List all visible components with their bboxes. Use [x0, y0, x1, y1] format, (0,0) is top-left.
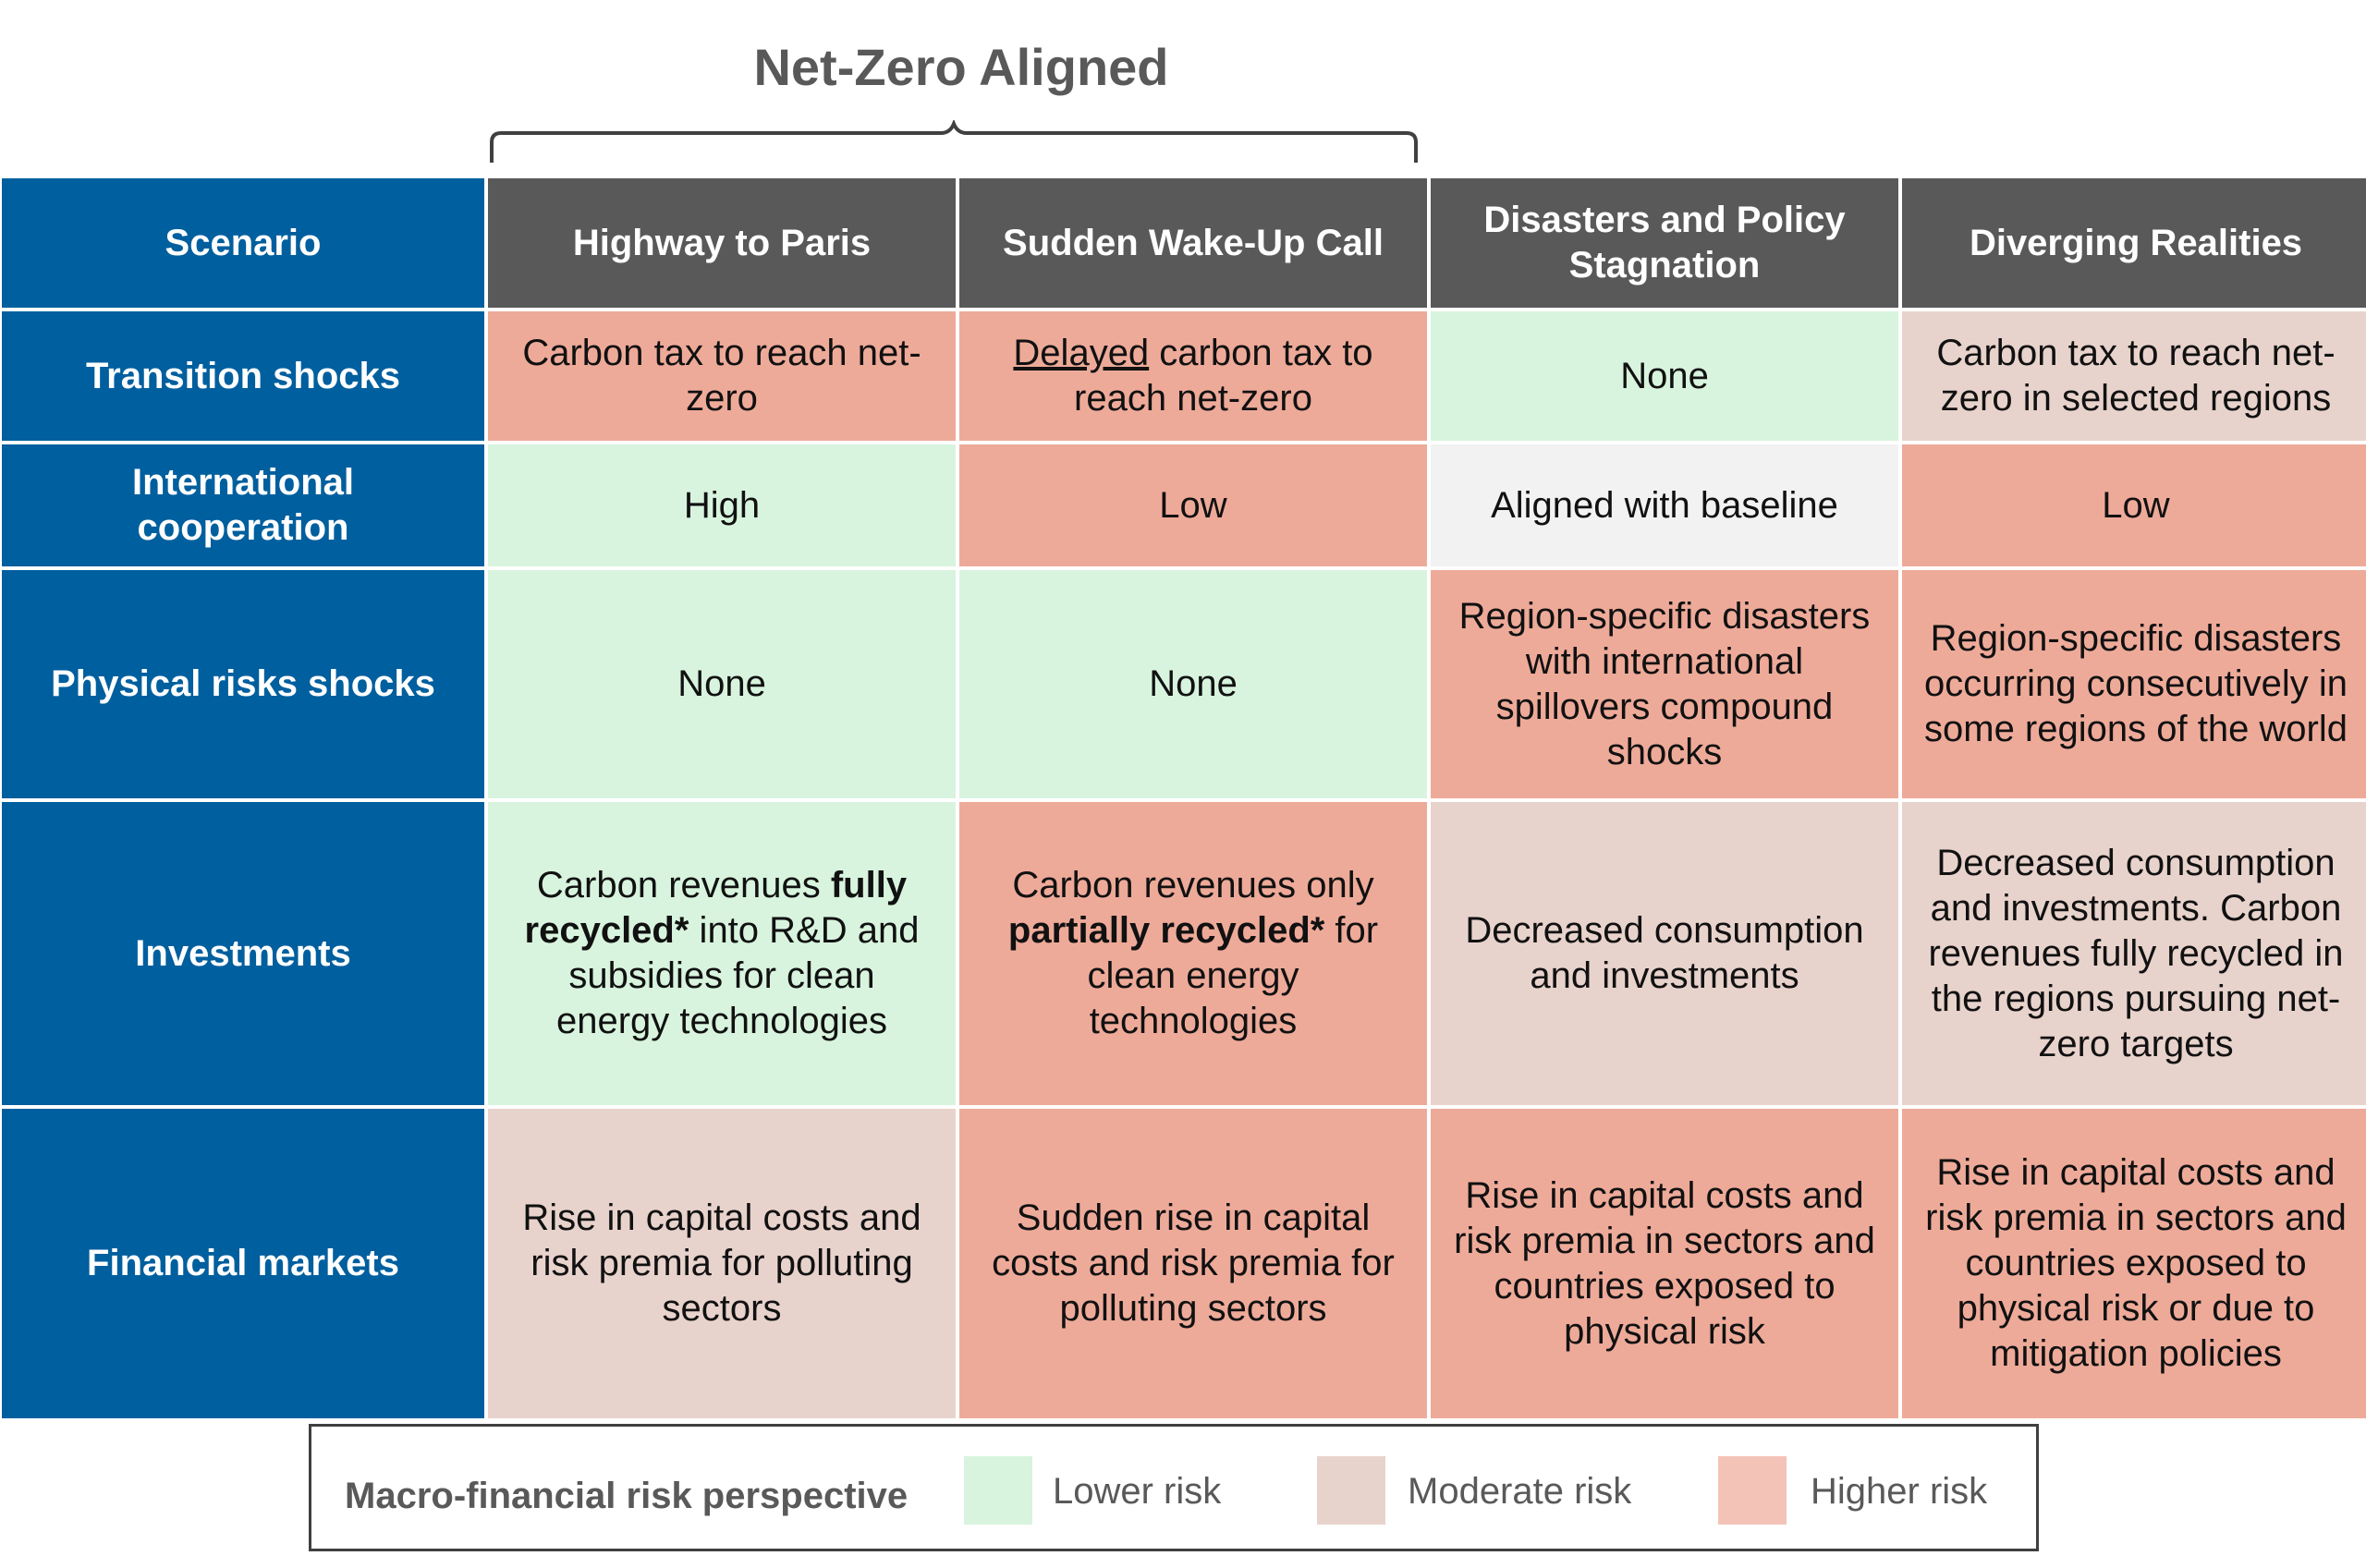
cell-text-part: for clean energy technologies	[1087, 910, 1379, 1041]
cell-text: Rise in capital costs and risk premia in…	[1925, 1152, 2347, 1374]
higher-risk-swatch	[1718, 1456, 1787, 1525]
row-header: Physical risks shocks	[2, 570, 484, 798]
scenario-table: Scenario Highway to Paris Sudden Wake-Up C…	[2, 178, 2366, 1418]
scenario-cell: Low	[959, 444, 1427, 566]
cell-text: Aligned with baseline	[1491, 484, 1838, 526]
scenario-cell: Rise in capital costs and risk premia in…	[1431, 1109, 1898, 1418]
cell-text: Decreased consumption and investments. C…	[1928, 842, 2344, 1064]
scenario-cell: Carbon tax to reach net-zero in selected…	[1902, 311, 2366, 441]
cell-text: Region-specific disasters occurring cons…	[1924, 618, 2348, 749]
higher-risk-label: Higher risk	[1811, 1471, 1988, 1512]
scenario-cell: Aligned with baseline	[1431, 444, 1898, 566]
net-zero-aligned-title: Net-Zero Aligned	[753, 38, 1169, 96]
scenario-cell: Low	[1902, 444, 2366, 566]
moderate-risk-swatch	[1317, 1456, 1385, 1525]
scenario-cell: Rise in capital costs and risk premia fo…	[488, 1109, 956, 1418]
scenario-cell: Carbon revenues only partially recycled*…	[959, 802, 1427, 1105]
net-zero-bracket	[490, 120, 1418, 163]
cell-text: Carbon tax to reach net-zero in selected…	[1936, 333, 2336, 419]
scenario-column-header: Sudden Wake-Up Call	[959, 178, 1427, 308]
cell-text: None	[677, 663, 766, 704]
scenario-column-header: Disasters and Policy Stagnation	[1431, 178, 1898, 308]
cell-text: Rise in capital costs and risk premia in…	[1454, 1174, 1875, 1352]
row-header: Investments	[2, 802, 484, 1105]
cell-text-part: Carbon revenues	[536, 865, 831, 906]
scenario-cell: None	[959, 570, 1427, 798]
scenario-cell: None	[488, 570, 956, 798]
scenario-cell: None	[1431, 311, 1898, 441]
scenario-cell: Carbon revenues fully recycled* into R&D…	[488, 802, 956, 1105]
cell-text: Carbon tax to reach net-zero	[522, 333, 921, 419]
cell-text: Decreased consumption and investments	[1465, 910, 1864, 996]
cell-text-underlined: Delayed	[1013, 333, 1150, 373]
cell-text: None	[1149, 663, 1238, 704]
cell-text: Low	[2102, 484, 2170, 526]
cell-text: High	[683, 484, 761, 526]
scenario-column-header: Highway to Paris	[488, 178, 956, 308]
cell-text-emphasis: partially recycled*	[1007, 910, 1325, 951]
cell-text: Sudden rise in capital costs and risk pr…	[992, 1197, 1395, 1329]
cell-text: Carbon revenues fully recycled* into R&D…	[510, 863, 933, 1044]
row-header: International cooperation	[2, 444, 484, 566]
cell-text-part: carbon tax to reach net-zero	[1074, 333, 1373, 419]
row-header: Transition shocks	[2, 311, 484, 441]
cell-text: None	[1620, 355, 1709, 396]
scenario-cell: High	[488, 444, 956, 566]
cell-text: Rise in capital costs and risk premia fo…	[522, 1197, 921, 1329]
scenario-cell: Carbon tax to reach net-zero	[488, 311, 956, 441]
scenario-column-header: Diverging Realities	[1902, 178, 2366, 308]
scenario-cell: Region-specific disasters with internati…	[1431, 570, 1898, 798]
risk-legend: Macro-financial risk perspective Lower r…	[309, 1424, 2039, 1551]
cell-text: Delayed carbon tax to reach net-zero	[982, 331, 1405, 421]
cell-text: Carbon revenues only partially recycled*…	[982, 863, 1405, 1044]
scenario-cell: Delayed carbon tax to reach net-zero	[959, 311, 1427, 441]
scenario-header-cell: Scenario	[2, 178, 484, 308]
cell-text: Low	[1159, 484, 1227, 526]
moderate-risk-label: Moderate risk	[1408, 1471, 1632, 1512]
lower-risk-swatch	[964, 1456, 1032, 1525]
scenario-cell: Decreased consumption and investments. C…	[1902, 802, 2366, 1105]
cell-text-part: Carbon revenues only	[1012, 865, 1374, 906]
lower-risk-label: Lower risk	[1053, 1471, 1222, 1512]
cell-text-part: into R&D and subsidies for clean energy …	[555, 910, 920, 1041]
scenario-cell: Sudden rise in capital costs and risk pr…	[959, 1109, 1427, 1418]
scenario-cell: Region-specific disasters occurring cons…	[1902, 570, 2366, 798]
legend-title: Macro-financial risk perspective	[345, 1476, 909, 1516]
scenario-cell: Rise in capital costs and risk premia in…	[1902, 1109, 2366, 1418]
scenario-cell: Decreased consumption and investments	[1431, 802, 1898, 1105]
cell-text: Region-specific disasters with internati…	[1458, 595, 1871, 772]
cell-text-emphasis: fully recycled*	[524, 865, 908, 951]
row-header: Financial markets	[2, 1109, 484, 1418]
